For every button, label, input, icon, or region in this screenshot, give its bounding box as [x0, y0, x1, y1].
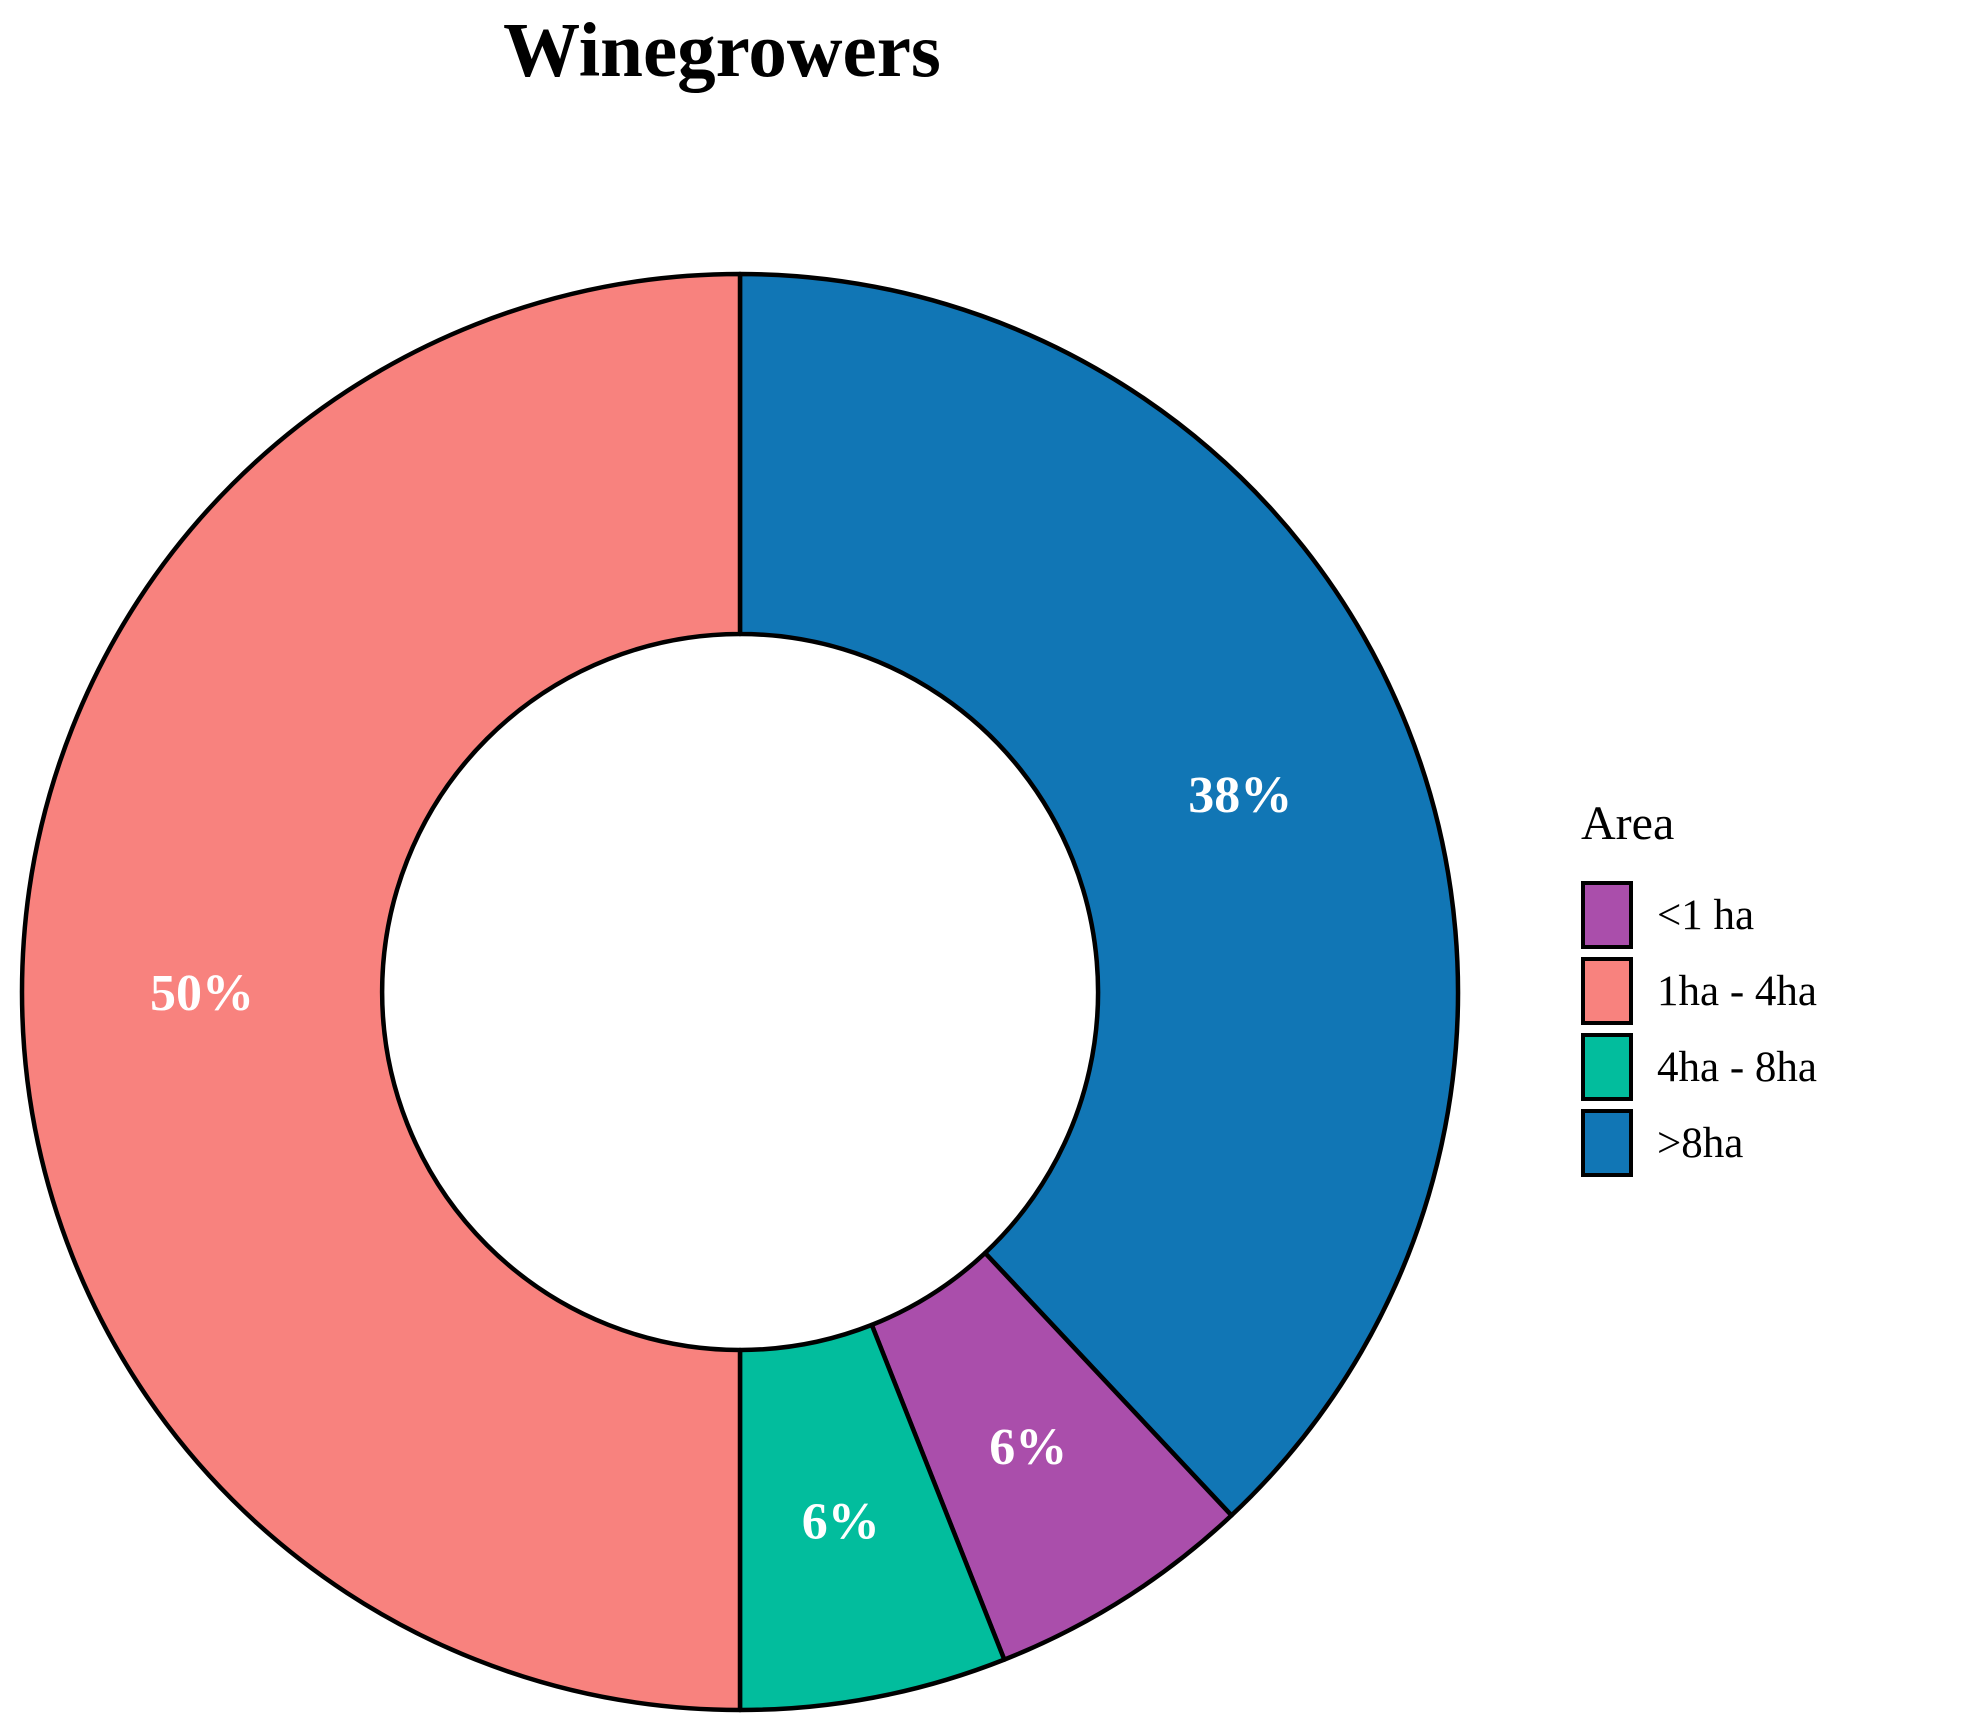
pie-slice--8ha	[737, 271, 1461, 1518]
slice-percentage-label: 50%	[150, 965, 254, 1022]
legend-item: >8ha	[1581, 1109, 1817, 1177]
legend-item-label: <1 ha	[1657, 891, 1755, 939]
legend-swatch	[1581, 1109, 1633, 1177]
slice-percentage-label: 6%	[989, 1419, 1067, 1476]
legend-item: 4ha - 8ha	[1581, 1033, 1817, 1101]
legend-item: <1 ha	[1581, 881, 1817, 949]
legend: Area <1 ha 1ha - 4ha 4ha - 8ha >8ha	[1581, 796, 1817, 1185]
legend-items: <1 ha 1ha - 4ha 4ha - 8ha >8ha	[1581, 881, 1817, 1177]
legend-swatch	[1581, 881, 1633, 949]
legend-item-label: >8ha	[1657, 1119, 1744, 1167]
legend-item-label: 4ha - 8ha	[1657, 1043, 1817, 1091]
chart-title: Winegrowers	[503, 7, 941, 93]
donut-slice-labels: 38% 6% 6% 50%	[150, 767, 1292, 1551]
pie-slice-1ha-4ha	[19, 271, 743, 1713]
legend-item: 1ha - 4ha	[1581, 957, 1817, 1025]
legend-swatch	[1581, 1033, 1633, 1101]
legend-item-label: 1ha - 4ha	[1657, 967, 1817, 1015]
legend-swatch	[1581, 957, 1633, 1025]
slice-percentage-label: 6%	[802, 1494, 880, 1551]
donut-slices	[19, 271, 1461, 1713]
slice-percentage-label: 38%	[1188, 767, 1292, 824]
legend-title: Area	[1581, 797, 1675, 850]
